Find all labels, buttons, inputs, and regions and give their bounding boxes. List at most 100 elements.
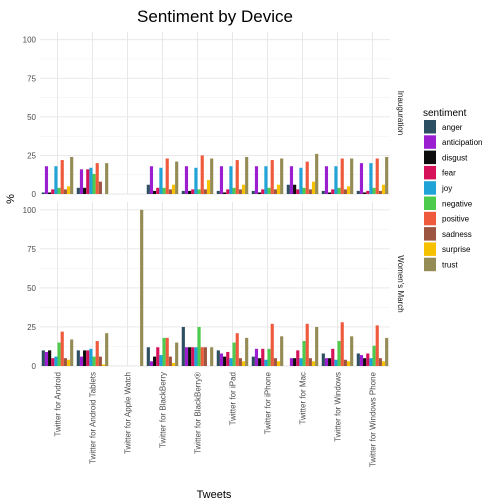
bar-inauguration-twitter-for-android-tablets-disgust [83,187,87,194]
bar-inauguration-twitter-for-android-tablets-anger [76,187,80,194]
bar-inauguration-twitter-for-android-disgust [48,192,52,194]
bar-inauguration-twitter-for-ipad-positive [235,160,239,194]
y-tick-label: 0 [32,362,37,371]
bar-women-s-march-twitter-for-windows-joy [334,359,338,366]
legend-label-negative: negative [442,199,473,208]
y-axis-label: % [5,194,17,204]
bar-inauguration-twitter-for-blackberry-surprise [171,184,176,194]
bar-women-s-march-twitter-for-blackberry-negative [162,337,166,366]
bar-women-s-march-twitter-for-blackberry-r-fear [191,347,195,366]
bar-inauguration-twitter-for-iphone-trust [280,158,284,194]
bar-women-s-march-twitter-for-ipad-anger [216,350,220,366]
bar-women-s-march-twitter-for-windows-phone-anger [356,353,360,366]
bar-inauguration-twitter-for-blackberry-r-disgust [188,190,192,194]
bar-inauguration-twitter-for-windows-phone-negative [372,187,376,194]
legend-label-positive: positive [442,215,470,224]
bar-women-s-march-twitter-for-blackberry-trust [175,342,179,366]
facet-panels: 0 25 50 75 100 Inauguration 0 25 50 75 100 Women's … [23,32,406,371]
bar-women-s-march-twitter-for-windows-anticipation [324,358,329,366]
bar-women-s-march-twitter-for-blackberry-r-anticipation [184,347,189,366]
bar-women-s-march-twitter-for-ipad-disgust [223,356,227,366]
bar-women-s-march-twitter-for-android-tablets-joy [89,348,93,366]
legend-label-surprise: surprise [442,245,471,254]
bar-inauguration-twitter-for-ipad-disgust [223,192,227,194]
bar-inauguration-twitter-for-mac-sadness [308,189,312,194]
bar-inauguration-twitter-for-android-joy [54,166,58,194]
x-tick-label-twitter-for-apple-watch: Twitter for Apple Watch [124,372,133,454]
bar-women-s-march-twitter-for-iphone-sadness [273,358,277,366]
bar-women-s-march-twitter-for-ipad-joy [229,358,233,366]
bar-inauguration-twitter-for-blackberry-r-surprise [206,180,211,194]
bar-inauguration-twitter-for-blackberry-disgust [153,190,157,194]
bar-inauguration-twitter-for-blackberry-r-anger [181,190,185,194]
bar-inauguration-twitter-for-blackberry-r-fear [191,189,195,194]
legend-key-anticipation [424,135,436,149]
bar-inauguration-twitter-for-android-tablets-negative [92,173,96,194]
bar-inauguration-twitter-for-ipad-sadness [238,189,242,194]
x-axis-label: Tweets [197,489,232,501]
y-tick-label: 50 [27,284,36,293]
bar-inauguration-twitter-for-mac-trust [315,153,319,194]
bar-women-s-march-twitter-for-apple-watch-trust [140,209,144,366]
bar-women-s-march-twitter-for-android-positive [60,331,64,366]
bar-inauguration-twitter-for-android-trust [70,156,74,194]
bar-inauguration-twitter-for-ipad-joy [229,166,233,194]
bar-inauguration-twitter-for-windows-fear [331,189,335,194]
bar-women-s-march-twitter-for-iphone-negative [267,348,271,366]
bar-inauguration-twitter-for-ipad-fear [226,189,230,194]
x-tick-labels: Twitter for Android Twitter for Android T… [54,371,378,467]
bar-women-s-march-twitter-for-android-tablets-fear [86,350,90,366]
legend-key-surprise [424,242,436,256]
bar-women-s-march-twitter-for-windows-fear [331,348,335,366]
bar-women-s-march-twitter-for-blackberry-r-sadness [203,347,207,366]
bar-women-s-march-twitter-for-windows-phone-negative [372,345,376,366]
bar-women-s-march-twitter-for-android-surprise [66,359,71,366]
bar-women-s-march-twitter-for-android-fear [51,358,55,366]
bar-inauguration-twitter-for-windows-anger [321,190,325,194]
bar-women-s-march-twitter-for-windows-sadness [343,359,347,366]
x-tick-label-twitter-for-blackberry-r: Twitter for BlackBerry® [194,372,203,454]
bar-inauguration-twitter-for-iphone-negative [267,187,271,194]
bar-women-s-march-twitter-for-windows-phone-anticipation [359,355,364,366]
bar-inauguration-twitter-for-mac-fear [296,189,300,194]
bar-women-s-march-twitter-for-windows-phone-disgust [363,358,367,366]
bar-women-s-march-twitter-for-windows-positive [340,322,344,366]
x-tick-label-twitter-for-windows-phone: Twitter for Windows Phone [369,371,378,467]
bar-inauguration-twitter-for-blackberry-fear [156,187,160,194]
bar-inauguration-twitter-for-blackberry-positive [165,158,169,194]
bar-inauguration-twitter-for-windows-phone-joy [369,163,373,194]
bar-women-s-march-twitter-for-ipad-negative [232,342,236,366]
bar-women-s-march-twitter-for-windows-phone-sadness [378,358,382,366]
bar-women-s-march-twitter-for-ipad-anticipation [219,353,224,366]
bar-women-s-march-twitter-for-blackberry-r-trust [210,347,214,366]
bar-women-s-march-twitter-for-iphone-disgust [258,358,262,366]
bar-inauguration-twitter-for-ipad-anger [216,190,220,194]
bar-inauguration-twitter-for-windows-disgust [328,192,332,194]
legend-label-fear: fear [442,169,456,178]
legend-label-joy: joy [441,184,452,193]
bar-inauguration-twitter-for-blackberry-trust [175,161,179,194]
bar-women-s-march-twitter-for-mac-positive [305,323,309,366]
bar-women-s-march-twitter-for-iphone-trust [280,336,284,366]
bar-inauguration-twitter-for-iphone-disgust [258,192,262,194]
x-tick-label-twitter-for-iphone: Twitter for iPhone [264,371,273,434]
bar-inauguration-twitter-for-android-anticipation [44,166,49,194]
bar-women-s-march-twitter-for-ipad-positive [235,333,239,366]
y-tick-label: 75 [27,245,36,254]
bar-inauguration-twitter-for-android-surprise [66,186,71,194]
y-tick-label: 50 [27,113,36,122]
bar-women-s-march-twitter-for-blackberry-r-anger [181,326,185,366]
bar-women-s-march-twitter-for-blackberry-r-negative [197,326,201,366]
bar-inauguration-twitter-for-iphone-positive [270,160,274,194]
bar-inauguration-twitter-for-blackberry-r-sadness [203,189,207,194]
bar-inauguration-twitter-for-windows-phone-surprise [381,184,386,194]
bar-women-s-march-twitter-for-android-tablets-sadness [98,356,102,366]
bar-inauguration-twitter-for-android-tablets-sadness [98,181,102,194]
legend-key-joy [424,181,436,195]
bar-women-s-march-twitter-for-ipad-surprise [241,361,246,366]
bar-inauguration-twitter-for-blackberry-sadness [168,189,172,194]
y-tick-label: 100 [23,206,37,215]
legend-key-sadness [424,227,436,241]
bar-inauguration-twitter-for-ipad-negative [232,187,236,194]
bar-inauguration-twitter-for-windows-surprise [346,186,351,194]
